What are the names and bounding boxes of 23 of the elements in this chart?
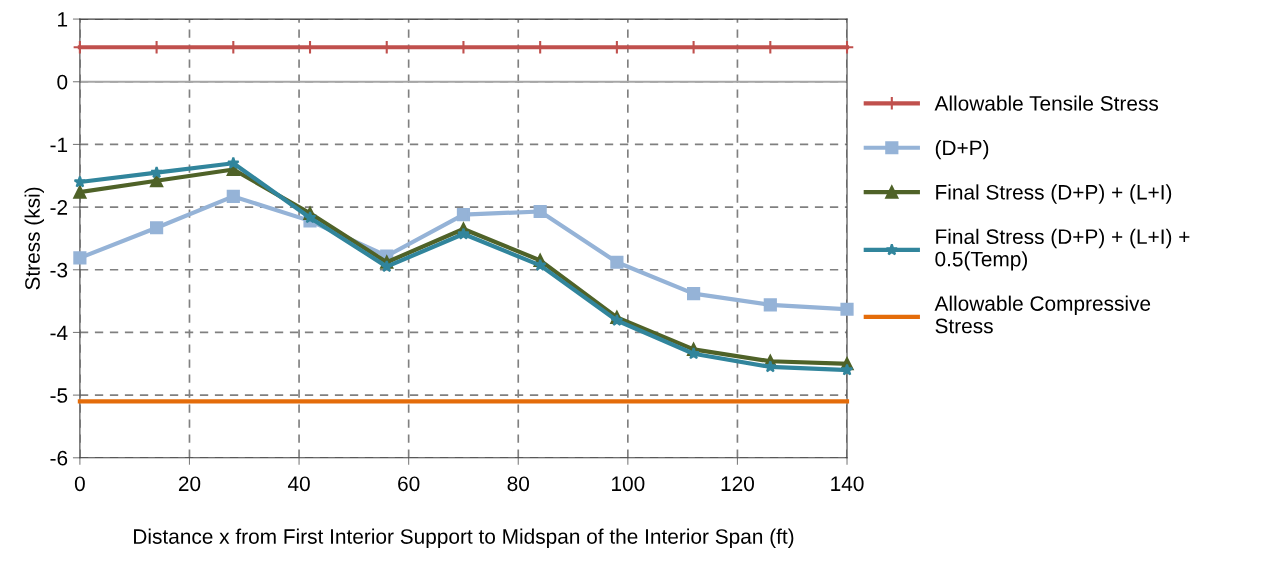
y-tick-label: -1 [50,137,68,152]
legend-label: Allowable Compressive Stress [934,295,1151,334]
y-tick-label: 0 [57,74,68,90]
legend-label: (D+P) [935,139,989,160]
x-tick-label: 100 [612,476,645,492]
legend-label: Final Stress (D+P) + (L+I) [936,184,1172,204]
x-tick-label: 60 [398,476,420,492]
x-tick-label: 40 [287,476,310,492]
y-tick-label: 1 [58,12,68,27]
x-tick-label: 120 [721,476,754,492]
x-tick-label: 140 [831,476,864,492]
x-tick-label: 20 [178,476,201,492]
y-tick-label: -2 [50,200,68,215]
y-tick-label: -5 [50,388,68,403]
y-tick-label: -3 [50,262,68,278]
x-tick-label: 80 [507,476,530,492]
legend-label: Allowable Tensile Stress [934,95,1159,111]
y-tick-label: -4 [50,325,68,340]
y-axis-title: Stress (ksi) [24,187,44,290]
legend-label: Final Stress (D+P) + (L+I) + 0.5(Temp) [935,228,1190,271]
y-tick-label: -6 [50,450,68,466]
x-axis-title: Distance x from First Interior Support to Midspan of the Interior Span (ft) [134,528,794,549]
x-tick-label: 0 [74,476,85,492]
